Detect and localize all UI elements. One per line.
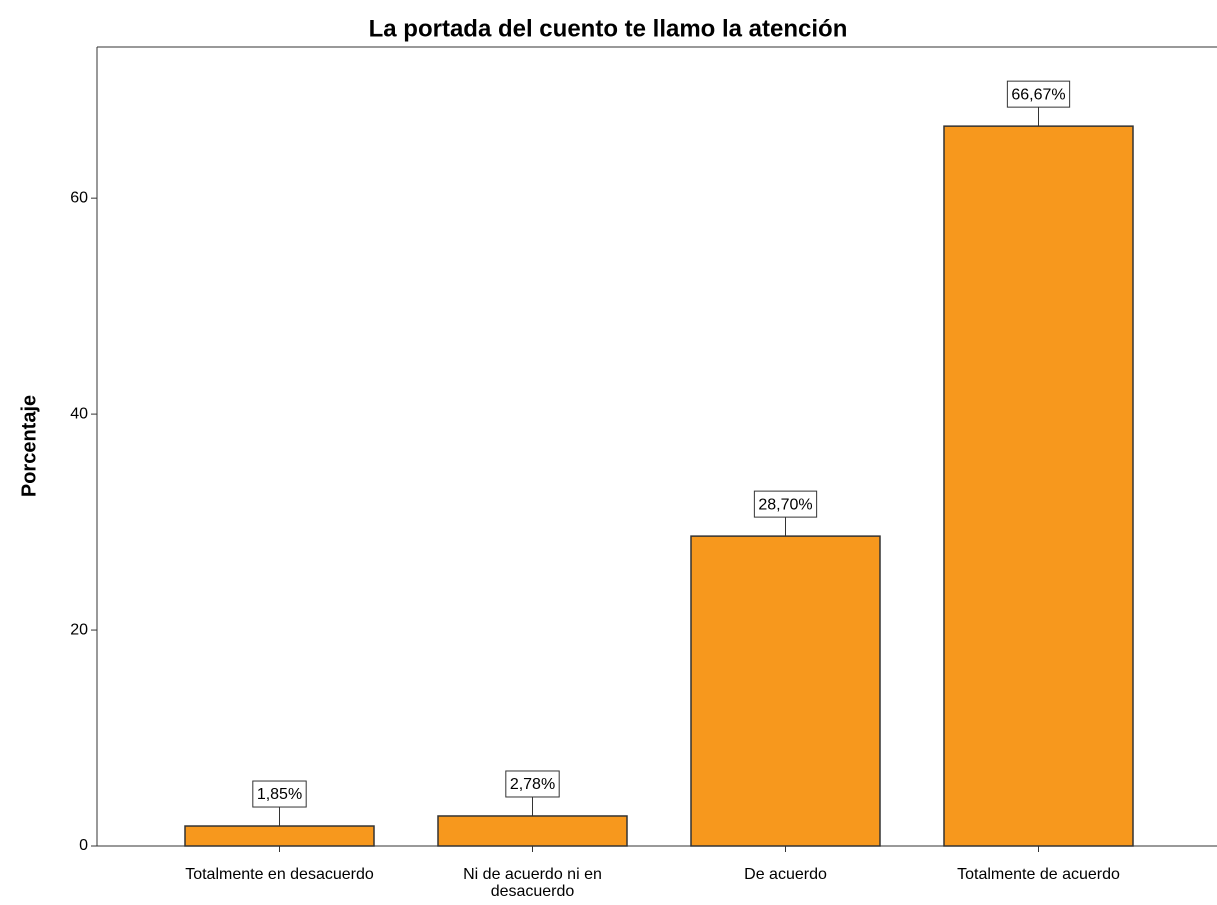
bar (184, 825, 375, 847)
data-label: 66,67% (1011, 86, 1065, 103)
y-tick-label: 60 (70, 189, 88, 206)
label-box (1006, 80, 1071, 108)
y-tick-label: 20 (70, 621, 88, 638)
chart-title: La portada del cuento te llamo la atenci… (369, 15, 848, 42)
x-tick-label: Ni de acuerdo ni en desacuerdo (463, 866, 602, 900)
bar (690, 535, 881, 847)
data-label: 28,70% (758, 496, 812, 513)
y-axis-label: Porcentaje (18, 395, 40, 497)
y-tick-label: 40 (70, 405, 88, 422)
x-tick-label: Totalmente de acuerdo (957, 866, 1120, 883)
bar (943, 125, 1134, 847)
label-box (753, 490, 818, 518)
data-label: 2,78% (510, 776, 555, 793)
bar (437, 815, 628, 847)
x-tick-label: De acuerdo (744, 866, 827, 883)
x-tick-label: Totalmente en desacuerdo (185, 866, 374, 883)
label-box (252, 780, 307, 808)
label-box (505, 770, 560, 798)
y-tick-label: 0 (79, 837, 88, 854)
data-label: 1,85% (257, 786, 302, 803)
